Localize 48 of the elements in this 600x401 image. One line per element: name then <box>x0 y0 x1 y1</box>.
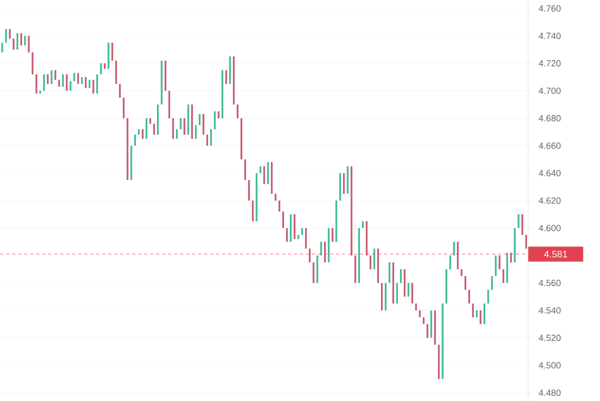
candlestick <box>324 241 326 262</box>
y-tick-label: 4.560 <box>538 280 561 286</box>
candlestick <box>286 228 288 242</box>
candlestick <box>176 128 178 139</box>
candlestick <box>426 324 428 338</box>
candlestick <box>66 74 68 91</box>
candlestick <box>32 52 34 74</box>
candlestick <box>1 42 4 52</box>
candlestick <box>54 70 56 80</box>
y-tick-label: 4.660 <box>538 142 561 149</box>
candlestick <box>396 282 398 304</box>
candlestick <box>184 118 186 135</box>
candlestick <box>36 74 38 94</box>
candlestick <box>202 114 204 135</box>
candlestick <box>453 241 455 256</box>
y-tick-label: 4.480 <box>538 389 561 396</box>
candlestick <box>50 70 52 84</box>
y-tick-label: 4.680 <box>538 114 561 122</box>
candlestick <box>464 276 466 290</box>
y-tick-label: 4.520 <box>538 334 561 341</box>
candlestick <box>332 228 334 242</box>
y-tick-label: 4.640 <box>538 170 561 176</box>
y-tick-label: 4.600 <box>538 224 561 232</box>
candlestick <box>172 118 174 139</box>
y-tick-label: 4.720 <box>538 60 561 66</box>
candlestick <box>70 80 72 91</box>
candlestick <box>142 128 144 139</box>
candlestick <box>388 262 390 284</box>
y-tick-label: 4.500 <box>538 362 561 368</box>
candlestick <box>343 172 345 194</box>
y-tick-label: 4.740 <box>538 32 561 39</box>
candlestick <box>267 162 269 184</box>
y-tick-label: 4.700 <box>538 88 561 94</box>
candlestick <box>472 303 474 318</box>
ref-line-label: 4.581 <box>544 250 568 258</box>
y-tick-label: 4.760 <box>538 5 561 12</box>
candlestick <box>43 74 45 91</box>
y-tick-label: 4.620 <box>538 197 561 204</box>
y-tick-label: 4.540 <box>538 307 561 314</box>
candlestick <box>115 60 117 84</box>
candlestick <box>146 118 148 139</box>
candlestick <box>96 74 98 94</box>
candlestick <box>210 128 212 146</box>
candlestick <box>491 276 493 290</box>
candlestick <box>312 262 314 284</box>
candlestick <box>28 36 30 52</box>
candlestick <box>16 32 18 50</box>
candlestick <box>518 214 520 228</box>
